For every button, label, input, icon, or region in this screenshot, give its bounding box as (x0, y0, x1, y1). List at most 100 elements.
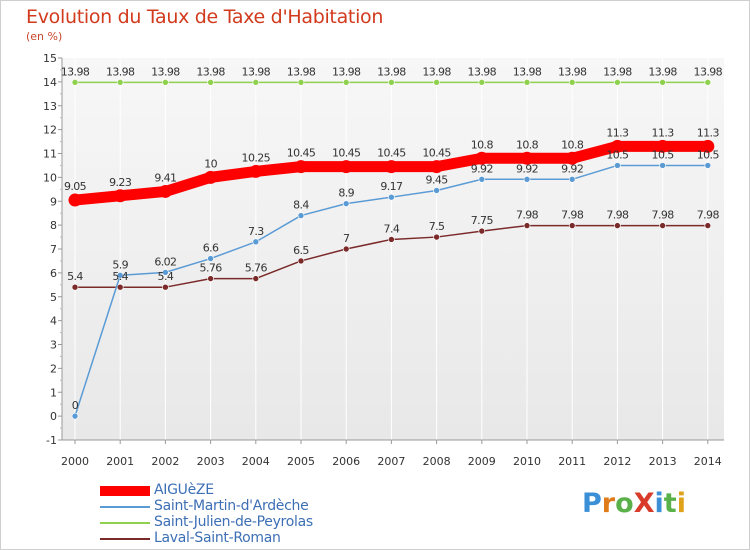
data-label: 5.76 (245, 262, 268, 275)
data-point (614, 79, 621, 86)
data-label: 13.98 (151, 65, 180, 78)
data-label: 9.17 (380, 180, 403, 193)
data-label: 11.3 (697, 126, 720, 139)
data-label: 9.41 (154, 171, 176, 184)
data-point (384, 160, 398, 174)
plot-area (62, 58, 724, 440)
data-label: 10.8 (471, 138, 494, 151)
data-label: 7.98 (652, 209, 675, 222)
data-point (71, 79, 79, 86)
data-label: 9.23 (109, 176, 132, 189)
x-tick-label: 2005 (287, 455, 315, 468)
data-point (568, 79, 576, 86)
x-tick-label: 2014 (694, 455, 722, 468)
data-point (252, 79, 260, 86)
data-label: 6.02 (154, 255, 176, 268)
data-label: 10.45 (377, 147, 406, 160)
data-point (614, 222, 621, 229)
logo-letter: P (582, 488, 602, 519)
data-label: 13.98 (377, 65, 406, 78)
data-point (113, 189, 127, 203)
data-point (520, 151, 534, 165)
data-label: 9.45 (426, 174, 449, 187)
data-label: 7.4 (384, 222, 400, 235)
data-label: 5.4 (158, 270, 174, 283)
data-label: 10.8 (561, 138, 584, 151)
data-label: 7 (343, 232, 350, 245)
data-label: 7.3 (248, 225, 264, 238)
data-point (207, 275, 214, 282)
x-tick-label: 2001 (106, 455, 134, 468)
legend-swatch-saint-julien (100, 522, 150, 524)
data-label: 13.98 (287, 65, 316, 78)
data-point (659, 222, 666, 229)
y-tick-label: 10 (43, 171, 57, 184)
legend-swatch-laval (100, 538, 150, 540)
x-tick-label: 2012 (603, 455, 631, 468)
data-point (568, 175, 576, 183)
data-label: 11.3 (652, 126, 675, 139)
data-point (523, 79, 531, 86)
y-tick-label: -1 (46, 434, 57, 447)
data-point (478, 227, 486, 235)
data-label: 7.98 (606, 209, 629, 222)
data-point (294, 160, 308, 174)
data-label: 13.98 (422, 65, 451, 78)
data-label: 6.5 (293, 244, 309, 257)
data-label: 9.92 (471, 162, 493, 175)
data-point (207, 79, 214, 86)
data-label: 7.98 (516, 209, 539, 222)
data-label: 10.45 (422, 147, 451, 160)
data-label: 5.9 (112, 258, 128, 271)
x-tick-label: 2002 (151, 455, 179, 468)
x-tick-label: 2013 (649, 455, 677, 468)
data-point (339, 160, 353, 174)
data-label: 9.05 (64, 180, 87, 193)
data-label: 0 (72, 399, 79, 412)
data-label: 8.4 (293, 199, 309, 212)
x-tick-label: 2007 (377, 455, 405, 468)
logo-letter: i (676, 488, 686, 519)
chart-title: Evolution du Taux de Taxe d'Habitation (26, 6, 384, 28)
data-point (297, 212, 305, 219)
data-label: 13.98 (61, 65, 90, 78)
data-point (704, 162, 712, 169)
data-point (659, 79, 666, 86)
data-label: 13.98 (242, 65, 271, 78)
legend-swatch-saint-martin (100, 506, 150, 508)
data-label: 13.98 (694, 65, 723, 78)
data-label: 9.92 (561, 162, 583, 175)
x-tick-label: 2004 (242, 455, 270, 468)
data-label: 7.75 (471, 214, 494, 227)
y-tick-label: 14 (43, 76, 57, 89)
data-point (388, 193, 395, 201)
data-point (116, 271, 124, 279)
data-point (388, 236, 395, 243)
data-label: 13.98 (196, 65, 225, 78)
y-tick-label: 6 (50, 267, 57, 280)
data-point (704, 222, 712, 229)
data-point (116, 79, 124, 86)
data-point (252, 275, 260, 282)
data-point (433, 79, 440, 86)
data-label: 10.5 (606, 148, 629, 161)
y-tick-label: 12 (43, 124, 57, 137)
data-label: 13.98 (558, 65, 587, 78)
data-point (207, 255, 214, 262)
data-point (342, 245, 350, 253)
x-tick-label: 2006 (332, 455, 360, 468)
chart-subtitle: (en %) (26, 30, 63, 43)
y-tick-label: 3 (50, 339, 57, 352)
data-point (565, 151, 579, 165)
data-label: 9.92 (516, 162, 538, 175)
y-tick-label: 2 (50, 362, 57, 375)
data-point (659, 162, 666, 169)
data-point (252, 238, 260, 246)
x-tick-label: 2010 (513, 455, 541, 468)
logo-letter: r (601, 488, 616, 519)
data-label: 10.45 (332, 147, 361, 160)
logo-letter: X (633, 488, 655, 519)
data-label: 7.98 (561, 209, 584, 222)
y-tick-label: 11 (43, 148, 57, 161)
